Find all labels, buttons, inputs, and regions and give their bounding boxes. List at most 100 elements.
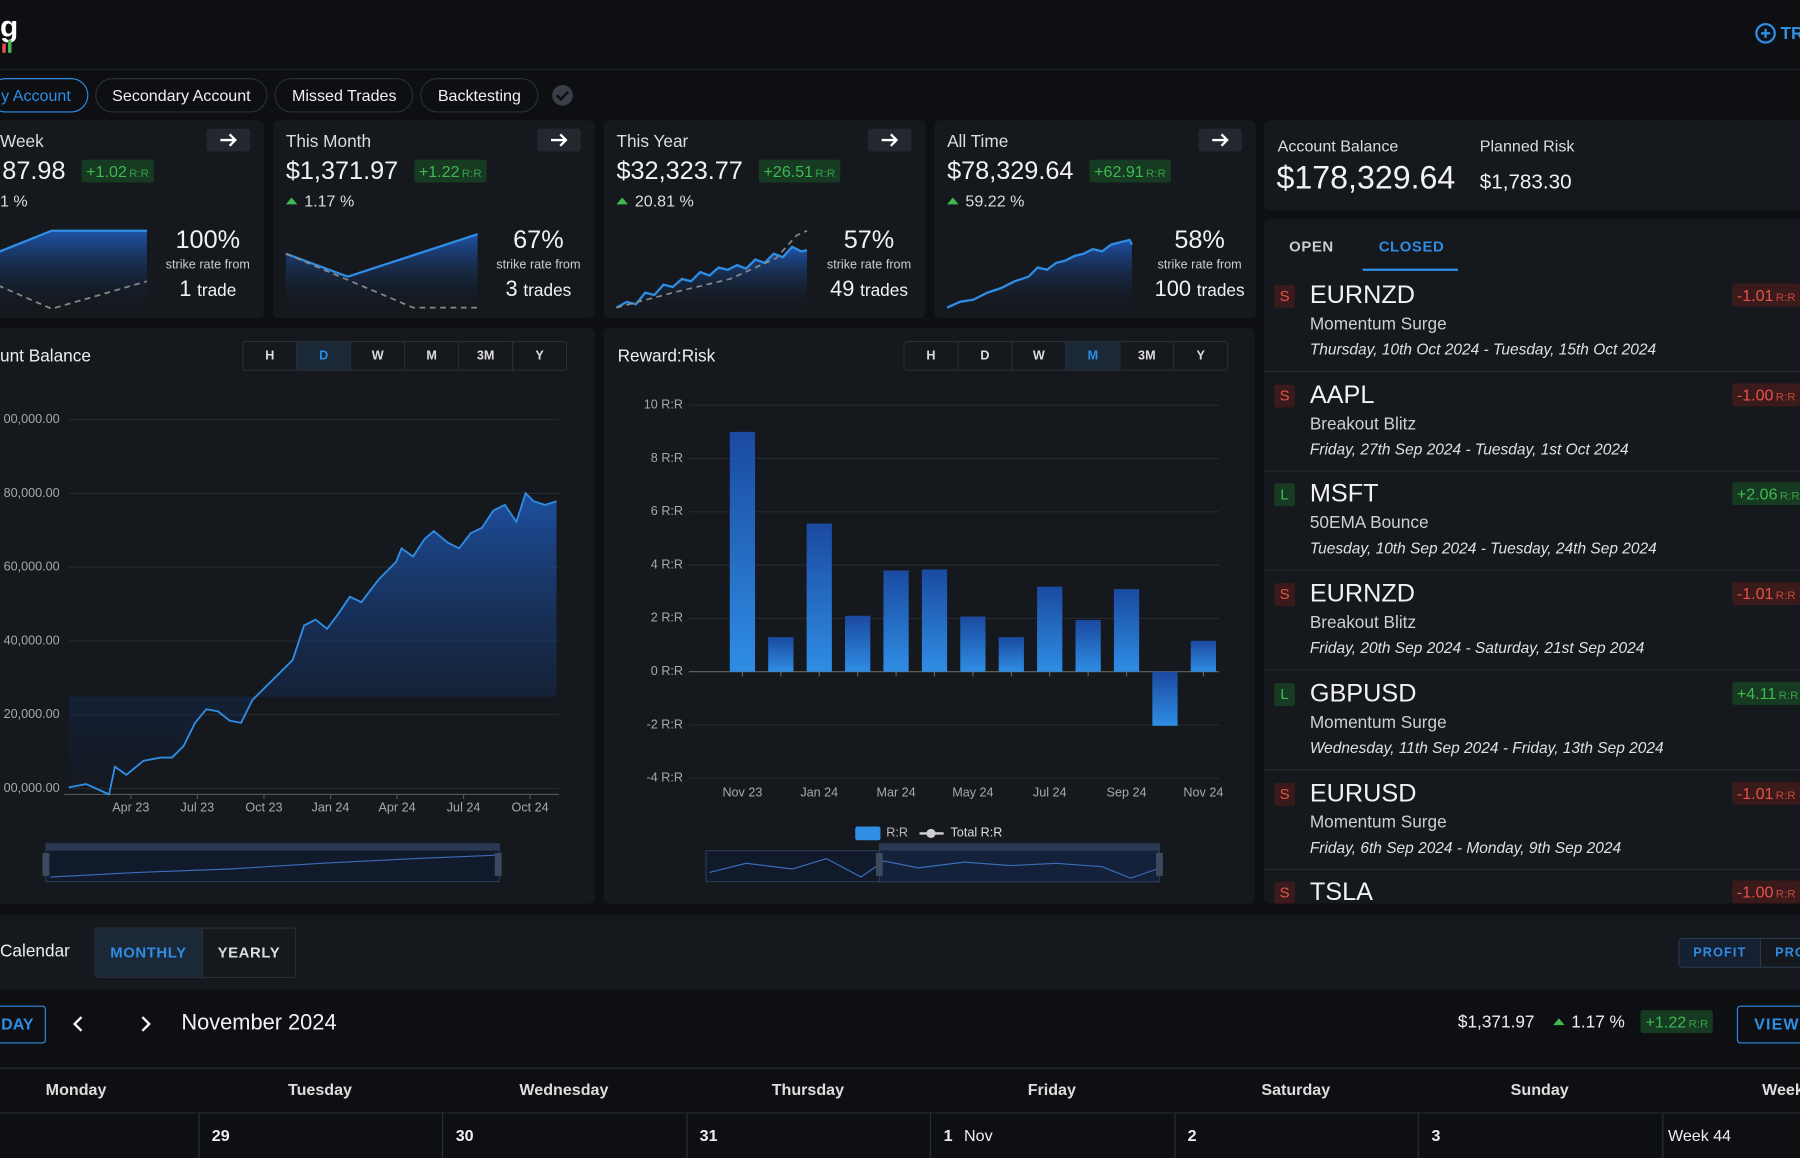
range-button[interactable]: M bbox=[1065, 342, 1120, 370]
logo-mark bbox=[2, 43, 6, 53]
range-button[interactable]: W bbox=[350, 342, 404, 370]
strategy: Breakout Blitz bbox=[1309, 613, 1417, 633]
symbol: EURNZD bbox=[1309, 280, 1416, 309]
trade-row[interactable]: L GBPUSD Momentum Surge Wednesday, 11th Sep… bbox=[1263, 670, 1800, 771]
day-cell[interactable]: 1 Nov bbox=[944, 1126, 993, 1144]
trade-row[interactable]: S TSLA -1.00 R:R bbox=[1264, 869, 1800, 904]
app-header bbox=[0, 0, 1800, 71]
day-number: 29 bbox=[211, 1126, 230, 1145]
weekday-row bbox=[0, 1067, 1800, 1114]
calendar-title: Calendar bbox=[0, 941, 70, 961]
side-badge: S bbox=[1274, 284, 1295, 308]
day-cell[interactable]: 31 bbox=[700, 1126, 718, 1144]
trade-tab[interactable]: CLOSED bbox=[1378, 237, 1445, 255]
range-button[interactable]: D bbox=[957, 342, 1011, 370]
card-open-button[interactable] bbox=[1198, 128, 1243, 152]
range-button[interactable]: 3M bbox=[458, 342, 512, 370]
range-button[interactable]: D bbox=[296, 342, 351, 370]
account-tab[interactable]: Missed Trades bbox=[274, 78, 414, 113]
card-open-button[interactable] bbox=[206, 128, 251, 152]
trade-count: 49 trades bbox=[800, 278, 925, 303]
trade-tab[interactable]: OPEN bbox=[1289, 237, 1334, 255]
arrow-icon bbox=[1212, 133, 1229, 147]
label: Planned Risk bbox=[1479, 136, 1575, 155]
dates: Thursday, 10th Oct 2024 - Tuesday, 15th … bbox=[1309, 340, 1657, 359]
rr-holder: -1.00 R:R bbox=[1732, 880, 1800, 904]
account-tab[interactable]: Backtesting bbox=[420, 78, 539, 113]
card-value-row: $32,323.77 +26.51 R:R bbox=[616, 156, 840, 186]
range-button[interactable]: H bbox=[926, 348, 936, 363]
strike-rate: 58% bbox=[1174, 225, 1225, 254]
day-number: 2 bbox=[1187, 1126, 1197, 1145]
change-text: 59.22 % bbox=[965, 191, 1025, 211]
day-month: Nov bbox=[964, 1126, 993, 1145]
cell-divider bbox=[441, 1112, 444, 1158]
trade-row[interactable]: S AAPL Breakout Blitz Friday, 27th Sep 2024… bbox=[1263, 372, 1800, 472]
stat-card: This Year $32,323.77 +26.51 R:R 20.81 % 57% st… bbox=[603, 120, 926, 318]
symbol: GBPUSD bbox=[1309, 678, 1417, 707]
next-month[interactable] bbox=[137, 1014, 155, 1035]
strategy: Breakout Blitz bbox=[1309, 414, 1417, 434]
sparkline bbox=[285, 233, 478, 314]
up-arrow bbox=[1552, 1018, 1565, 1026]
stat-card: Week 87.98 +1.02 R:R 1 % 100% strike rate from… bbox=[0, 120, 265, 318]
trade-row[interactable]: S EURNZD Breakout Blitz Friday, 20th Sep 20… bbox=[1263, 571, 1800, 671]
trade-row[interactable]: L MSFT 50EMA Bounce Tuesday, 10th Sep 2024 … bbox=[1263, 471, 1800, 571]
strategy: 50EMA Bounce bbox=[1309, 513, 1429, 534]
rr-badge: +2.06 R:R bbox=[1732, 482, 1800, 506]
card-open-button[interactable] bbox=[867, 128, 912, 152]
account-tab[interactable]: y Account bbox=[0, 78, 89, 113]
chart-panel: unt Balance H D W M 3M Y bbox=[0, 328, 595, 904]
range-button[interactable]: W bbox=[1011, 342, 1065, 370]
prev-month[interactable] bbox=[69, 1014, 87, 1035]
dates: Friday, 6th Sep 2024 - Monday, 9th Sep 2… bbox=[1309, 838, 1622, 856]
strike-text: strike rate from bbox=[1157, 258, 1242, 273]
range-button[interactable]: Y bbox=[1173, 342, 1227, 370]
up-arrow bbox=[285, 197, 298, 205]
card-value: 87.98 bbox=[2, 156, 66, 185]
symbol: AAPL bbox=[1309, 379, 1375, 409]
card-value-row: $1,371.97 +1.22 R:R bbox=[285, 156, 487, 186]
day-cell[interactable]: 30 bbox=[456, 1126, 474, 1144]
rr-value: +1.02 bbox=[86, 161, 127, 181]
trade-count: 1 trade bbox=[139, 278, 264, 303]
side-badge: S bbox=[1274, 583, 1295, 607]
mode-button[interactable]: PROFIT bbox=[1679, 939, 1761, 967]
range-button[interactable]: 3M bbox=[1119, 342, 1173, 370]
account-tab[interactable]: Secondary Account bbox=[94, 78, 268, 113]
card-value: $1,371.97 bbox=[285, 156, 399, 185]
rr-unit: R:R bbox=[461, 167, 482, 181]
trade-row[interactable]: S EURUSD Momentum Surge Friday, 6th Sep 202… bbox=[1263, 770, 1800, 870]
cell-divider bbox=[685, 1112, 688, 1158]
strike-text: strike rate from bbox=[165, 258, 250, 273]
range-button[interactable]: Y bbox=[511, 342, 566, 370]
day-number: 1 bbox=[943, 1126, 953, 1145]
logo: g bbox=[0, 9, 19, 44]
range-buttons: H D W M 3M Y bbox=[242, 340, 568, 371]
view-button[interactable]: VIEW bbox=[1736, 1005, 1800, 1044]
cell-divider bbox=[1661, 1112, 1663, 1158]
rr-badge: +4.11 R:R bbox=[1732, 681, 1800, 705]
view-button[interactable]: MONTHLY bbox=[95, 928, 202, 977]
weekday: Saturday bbox=[1261, 1080, 1331, 1099]
range-button[interactable]: H bbox=[265, 348, 275, 363]
rr-value: -1.01 bbox=[1736, 285, 1774, 305]
account-tabs: y Account Secondary Account Missed Trades B… bbox=[0, 78, 575, 113]
arrow-icon bbox=[551, 133, 568, 147]
card-open-button[interactable] bbox=[537, 128, 581, 152]
new-trade-button[interactable]: TR bbox=[1754, 22, 1800, 45]
chevron bbox=[72, 1016, 83, 1032]
day-cell[interactable]: 29 bbox=[212, 1126, 230, 1144]
mode-button[interactable]: PRO bbox=[1760, 939, 1800, 967]
count: 1 bbox=[179, 277, 192, 302]
trade-row[interactable]: S EURNZD Momentum Surge Thursday, 10th Oct … bbox=[1263, 272, 1800, 372]
view-button[interactable]: YEARLY bbox=[201, 928, 296, 977]
day-cell[interactable]: 2 bbox=[1188, 1126, 1197, 1144]
day-cell[interactable]: 3 bbox=[1432, 1126, 1441, 1144]
range-button[interactable]: M bbox=[404, 342, 458, 370]
count: 100 bbox=[1154, 277, 1192, 302]
today-button[interactable]: DAY bbox=[0, 1005, 47, 1044]
rr-holder: -1.00 R:R bbox=[1732, 383, 1800, 407]
card-value: $32,323.77 bbox=[616, 156, 743, 185]
